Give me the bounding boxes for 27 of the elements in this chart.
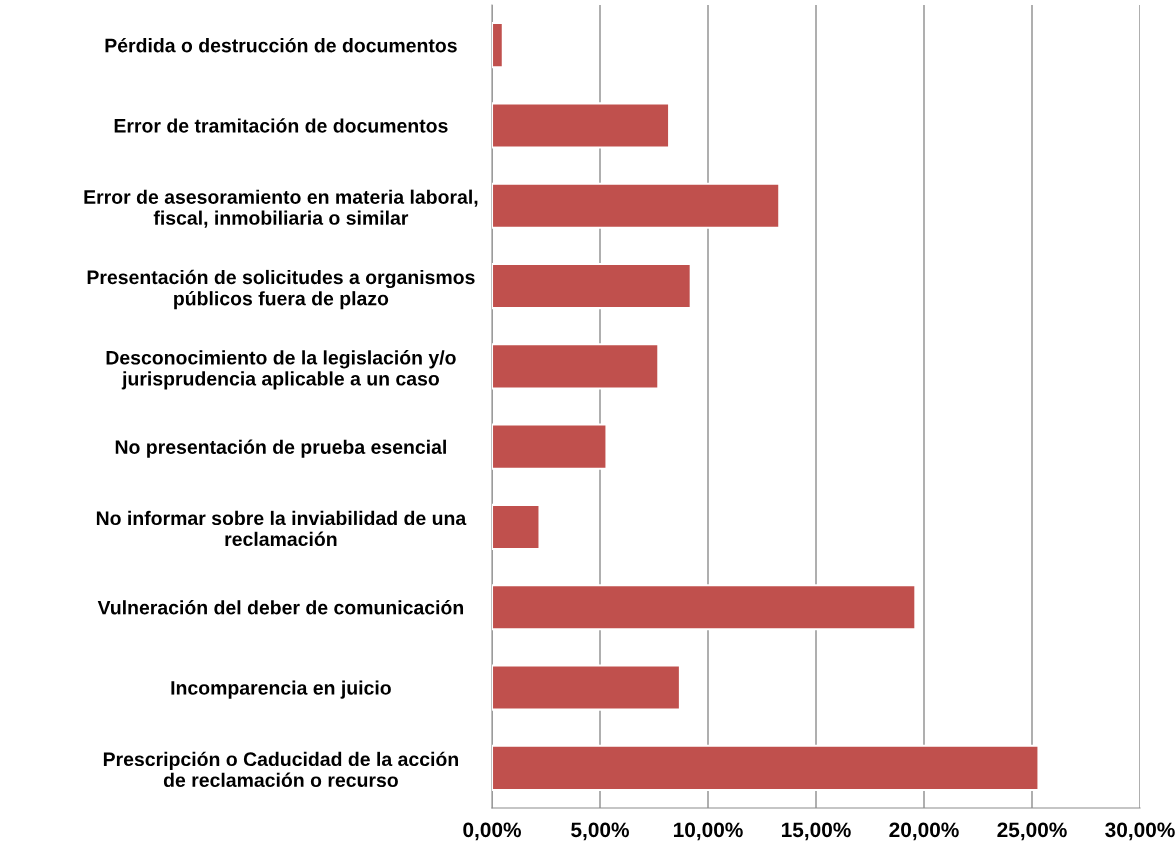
y-tick-label: Error de asesoramiento en materia laboral, fiscal, inmobiliaria o similar xyxy=(84,189,478,228)
bar xyxy=(492,262,692,310)
bar xyxy=(492,584,917,631)
x-tick-label: 25,00% xyxy=(997,822,1067,841)
y-tick-label: No informar sobre la inviabilidad de una reclamación xyxy=(96,510,467,547)
bar xyxy=(492,423,608,470)
x-tick-label: 5,00% xyxy=(571,822,629,841)
x-tick-label: 0,00% xyxy=(463,822,521,841)
x-tick-label: 15,00% xyxy=(781,822,851,841)
bar xyxy=(492,182,781,229)
x-tick-label: 20,00% xyxy=(889,822,959,841)
bar xyxy=(492,744,1040,791)
bar xyxy=(492,664,681,711)
bar xyxy=(492,102,671,149)
bar xyxy=(492,22,504,69)
y-tick-label: Presentación de solicitudes a organismos públicos fuera de plazo xyxy=(87,269,475,310)
y-tick-label: Pérdida o destrucción de documentos xyxy=(105,37,457,53)
y-tick-label: Vulneración del deber de comunicación xyxy=(97,600,464,615)
x-tick-label: 10,00% xyxy=(673,822,743,841)
y-tick-label: Incomparencia en juicio xyxy=(171,680,391,699)
y-tick-label: Prescripción o Caducidad de la acción de reclamación o recurso xyxy=(103,751,458,788)
x-tick-label: 30,00% xyxy=(1105,822,1175,841)
bar xyxy=(492,503,541,551)
y-tick-label: Desconocimiento de la legislación y/o jurisprudencia aplicable a un caso xyxy=(106,350,456,390)
y-tick-label: Error de tramitación de documentos xyxy=(114,118,448,133)
y-tick-label: No presentación de prueba esencial xyxy=(115,439,446,458)
bar xyxy=(492,343,660,390)
